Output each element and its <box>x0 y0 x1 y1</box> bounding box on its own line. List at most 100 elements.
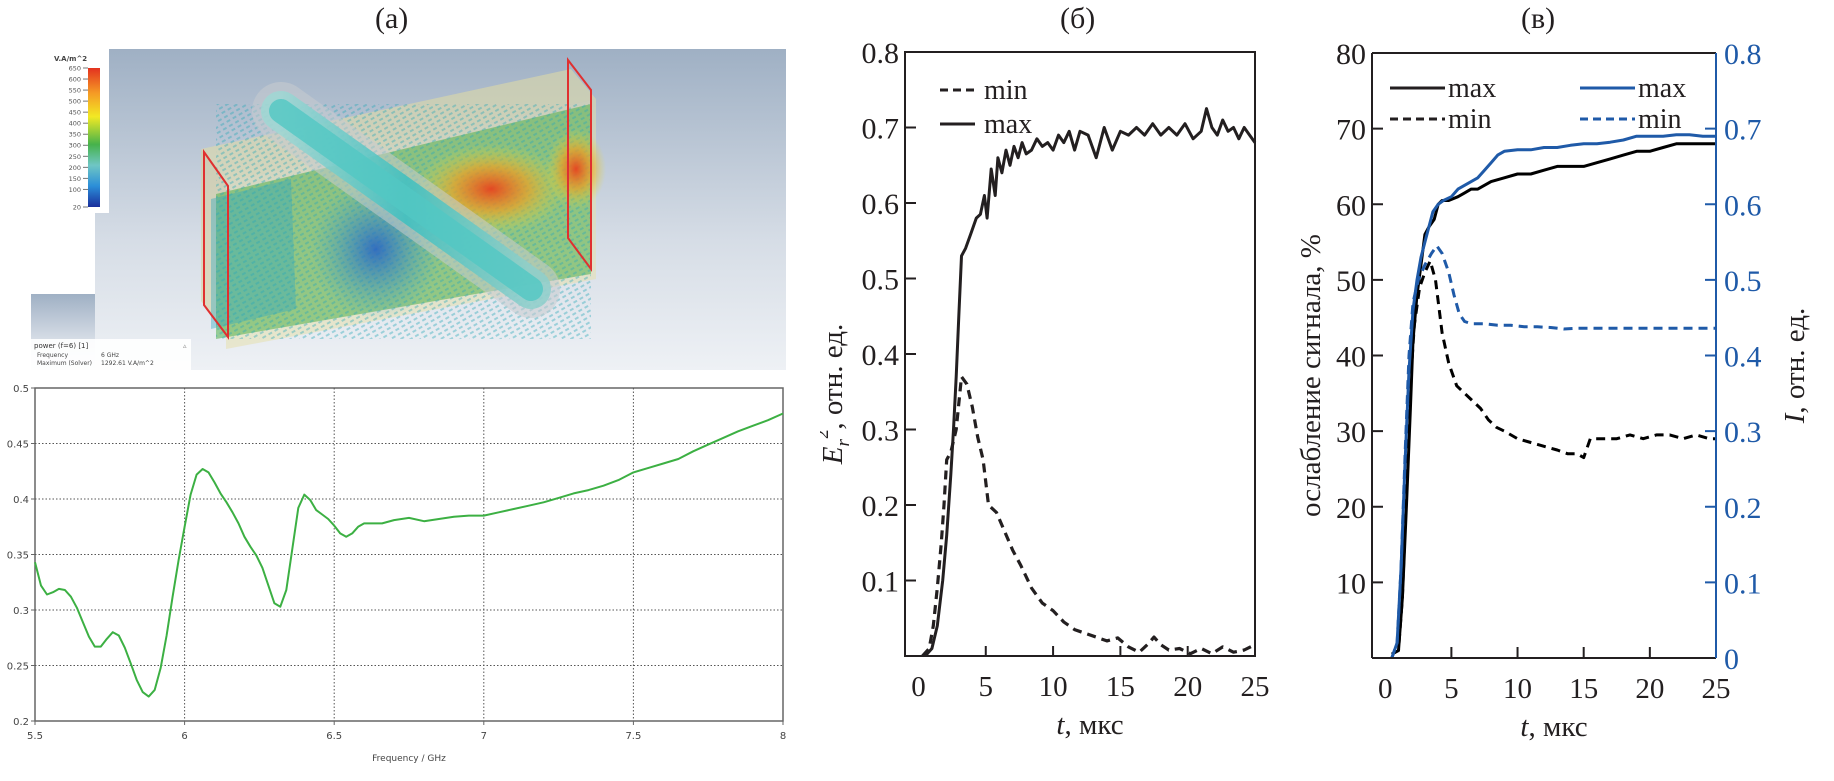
legend-label-left-min: min <box>1448 104 1492 135</box>
y-tick-label-left: 70 <box>1336 114 1366 147</box>
x-tick-label: 6 <box>181 731 187 742</box>
x-tick-label: 15 <box>1106 671 1135 703</box>
x-axis-label: t, мкс <box>1520 711 1587 743</box>
info-title: power (f=6) [1] <box>34 342 89 350</box>
y-tick-label: 0.25 <box>7 662 29 673</box>
colorbar-gradient <box>88 68 100 207</box>
x-tick-label: 0 <box>911 671 926 703</box>
y-tick-label-right: 0.6 <box>1724 189 1762 222</box>
y-tick-label-right: 0.3 <box>1724 416 1762 449</box>
colorbar-tick-label: 300 <box>69 142 81 150</box>
x-tick-label: 25 <box>1702 673 1731 705</box>
colorbar-tick-label: 600 <box>69 76 81 84</box>
y-tick-label: 0.6 <box>862 188 900 221</box>
info-value-1: 1292.61 V.A/m^2 <box>101 360 154 367</box>
series-line-left-min <box>1391 259 1716 656</box>
x-tick-label: 10 <box>1039 671 1068 703</box>
y-tick-label: 0.7 <box>862 113 900 146</box>
info-key-1: Maximum (Solver) <box>37 360 92 367</box>
y-tick-label-left: 50 <box>1336 265 1366 298</box>
x-tick-label: 5 <box>1444 673 1459 705</box>
colorbar-tick-label: 350 <box>69 131 81 139</box>
legend-label-max: max <box>984 109 1032 140</box>
x-axis-label: Frequency / GHz <box>372 754 446 764</box>
cst-spectrum-chart: 5.5 6 6.5 7 7.5 8 0.2 0.25 0.3 0.35 0.4 0.45 0.5 Freq… <box>7 384 786 764</box>
panel-label-a: (а) <box>375 2 409 35</box>
y-tick-label-right: 0.2 <box>1724 492 1762 525</box>
y-tick-label-left: 20 <box>1336 492 1366 525</box>
y-tick-label: 0.2 <box>862 490 900 523</box>
x-tick-label: 7.5 <box>625 731 641 742</box>
info-box: power (f=6) [1] Frequency 6 GHz Maximum … <box>31 339 191 370</box>
y-tick-label: 0.8 <box>862 37 900 70</box>
y-axis-label-right: I, отн. ед. <box>1779 308 1811 424</box>
x-tick-label: 7 <box>481 731 487 742</box>
x-tick-label: 20 <box>1635 673 1664 705</box>
y-tick-label-left: 80 <box>1336 38 1366 71</box>
colorbar-tick-label: 250 <box>69 153 81 161</box>
y-tick-label-left: 10 <box>1336 567 1366 600</box>
legend-label-right-max: max <box>1638 73 1686 104</box>
x-tick-label: 5.5 <box>27 731 43 742</box>
chart-c: 0 5 10 15 20 25 10 20 30 40 50 60 70 80 0 0.1 0.2 0.3 0.4 0… <box>1295 38 1811 743</box>
x-tick-label: 5 <box>979 671 994 703</box>
series-line-right-min <box>1390 244 1716 659</box>
colorbar-tick-label: 550 <box>69 87 81 95</box>
colorbar-legend: V.A/m^2 650 600 550 500 450 400 350 300 250 200 15… <box>31 49 109 213</box>
colorbar-tick-label: 450 <box>69 109 81 117</box>
colorbar-unit: V.A/m^2 <box>54 55 87 63</box>
y-tick-label: 0.3 <box>13 606 29 617</box>
y-tick-label: 0.1 <box>862 566 900 599</box>
colorbar-tick-label: 500 <box>69 98 81 106</box>
info-value-0: 6 GHz <box>101 352 119 359</box>
port-frame-left <box>203 148 229 340</box>
y-tick-label: 0.45 <box>7 440 29 451</box>
port-frame-right <box>567 57 592 273</box>
x-tick-label: 6.5 <box>326 731 342 742</box>
y-tick-label: 0.4 <box>862 339 900 372</box>
coaxial-tube <box>252 82 560 318</box>
x-axis-label: t, мкс <box>1056 709 1123 741</box>
colorbar-tick-label: 150 <box>69 175 81 183</box>
x-tick-label: 20 <box>1173 671 1202 703</box>
x-tick-label: 10 <box>1503 673 1532 705</box>
colorbar-tick-label: 400 <box>69 120 81 128</box>
colorbar-tick-label: 100 <box>69 186 81 194</box>
x-tick-label: 0 <box>1378 673 1393 705</box>
pin-icon[interactable]: ▵ <box>183 342 187 350</box>
legend-label-left-max: max <box>1448 73 1496 104</box>
info-key-0: Frequency <box>37 352 68 359</box>
y-tick-label: 0.35 <box>7 551 29 562</box>
y-tick-label-right: 0.8 <box>1724 38 1762 71</box>
y-tick-label-left: 60 <box>1336 189 1366 222</box>
y-tick-label-right: 0.5 <box>1724 265 1762 298</box>
series-line-left-max <box>1391 142 1716 656</box>
y-tick-label: 0.5 <box>13 384 29 395</box>
y-tick-label: 0.4 <box>13 495 29 506</box>
y-tick-label-left: 30 <box>1336 416 1366 449</box>
y-tick-label: 0.3 <box>862 415 900 448</box>
series-line-power <box>34 412 784 698</box>
legend-label-right-min: min <box>1638 104 1682 135</box>
y-tick-label-right: 0.7 <box>1724 114 1762 147</box>
colorbar-tick-label: 20 <box>73 204 81 212</box>
field-visualization-3d: V.A/m^2 650 600 550 500 450 400 350 300 250 200 15… <box>31 49 786 370</box>
colorbar-tick-label: 200 <box>69 164 81 172</box>
y-tick-label-right: 0 <box>1724 643 1739 676</box>
y-tick-label: 0.2 <box>13 717 29 728</box>
y-tick-label-left: 40 <box>1336 341 1366 374</box>
panel-label-c: (в) <box>1521 2 1556 35</box>
x-tick-label: 8 <box>780 731 786 742</box>
legend-label-min: min <box>984 75 1028 106</box>
series-line-min <box>921 375 1256 658</box>
x-tick-label: 15 <box>1569 673 1598 705</box>
series-line-max <box>924 107 1257 657</box>
y-tick-label-right: 0.4 <box>1724 341 1762 374</box>
chart-b: 0 5 10 15 20 25 0.1 0.2 0.3 0.4 0.5 0.6 0.7 0.8 t, мкс… <box>820 37 1270 741</box>
panel-label-b: (б) <box>1060 2 1096 35</box>
y-tick-label: 0.5 <box>862 264 900 297</box>
y-tick-label-right: 0.1 <box>1724 567 1762 600</box>
series-line-right-max <box>1390 133 1716 659</box>
